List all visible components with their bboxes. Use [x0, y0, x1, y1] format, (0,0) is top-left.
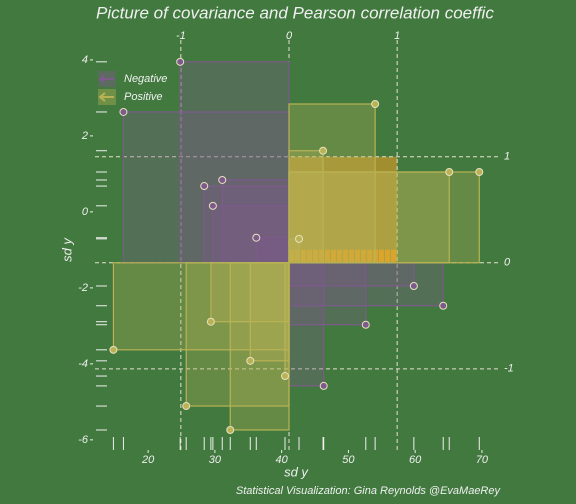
point: [280, 372, 289, 381]
point: [226, 425, 235, 434]
y-tick-label: 2: [81, 130, 88, 142]
x-tick-label: 30: [209, 454, 222, 466]
legend-label: Negative: [124, 73, 167, 85]
point: [246, 356, 255, 365]
x-tick-label: 70: [476, 454, 489, 466]
point: [109, 345, 118, 354]
x2-tick-label: 0: [286, 30, 293, 42]
chart-title: Picture of covariance and Pearson correl…: [96, 3, 494, 22]
y-tick-label: -4: [78, 358, 88, 370]
covariance-rect: [212, 205, 290, 264]
y-tick-label: 4: [82, 54, 88, 66]
legend-label: Positive: [124, 91, 163, 103]
point: [252, 233, 261, 242]
y-tick-label: 0: [82, 206, 89, 218]
point: [409, 281, 418, 290]
y2-tick-label: -1: [504, 363, 514, 375]
covariance-rect: [288, 262, 444, 307]
sd-box: [289, 156, 398, 263]
x-tick-label: 50: [342, 454, 355, 466]
x2-tick-label: 1: [394, 30, 400, 42]
point: [439, 301, 448, 310]
y2-tick-label: 0: [504, 257, 511, 269]
point: [475, 168, 484, 176]
covariance-rect: [288, 171, 450, 264]
y-axis-title: sd y: [59, 237, 74, 262]
legend-arrowhead: [98, 92, 106, 102]
point: [319, 381, 328, 390]
covariance-rect: [210, 262, 290, 323]
point: [206, 317, 215, 326]
y2-tick-label: 1: [504, 151, 510, 163]
point: [295, 234, 304, 243]
covariance-rect: [185, 262, 290, 407]
legend-box: [96, 70, 178, 106]
point: [176, 57, 185, 66]
legend-arrowhead: [98, 74, 106, 84]
y-tick-label: -6: [78, 434, 89, 446]
point: [119, 107, 128, 116]
point: [445, 168, 454, 176]
x2-tick-label: -1: [176, 30, 186, 42]
covariance-rect: [288, 171, 480, 264]
point: [319, 146, 328, 155]
covariance-rect: [112, 262, 290, 351]
x-axis-title: sd y: [284, 464, 309, 479]
x-tick-label: 40: [276, 454, 289, 466]
caption: Statistical Visualization: Gina Reynolds…: [236, 485, 502, 497]
y-tick-label: -2: [78, 282, 88, 294]
point: [218, 175, 227, 184]
x-tick-label: 20: [141, 454, 155, 466]
point: [361, 320, 370, 329]
x-tick-label: 60: [409, 454, 422, 466]
point: [200, 182, 209, 191]
covariance-rect: [229, 262, 290, 431]
covariance-rect: [249, 262, 290, 362]
point: [208, 201, 217, 210]
covariance-rect: [255, 237, 290, 264]
point: [182, 402, 191, 411]
point: [371, 99, 380, 108]
